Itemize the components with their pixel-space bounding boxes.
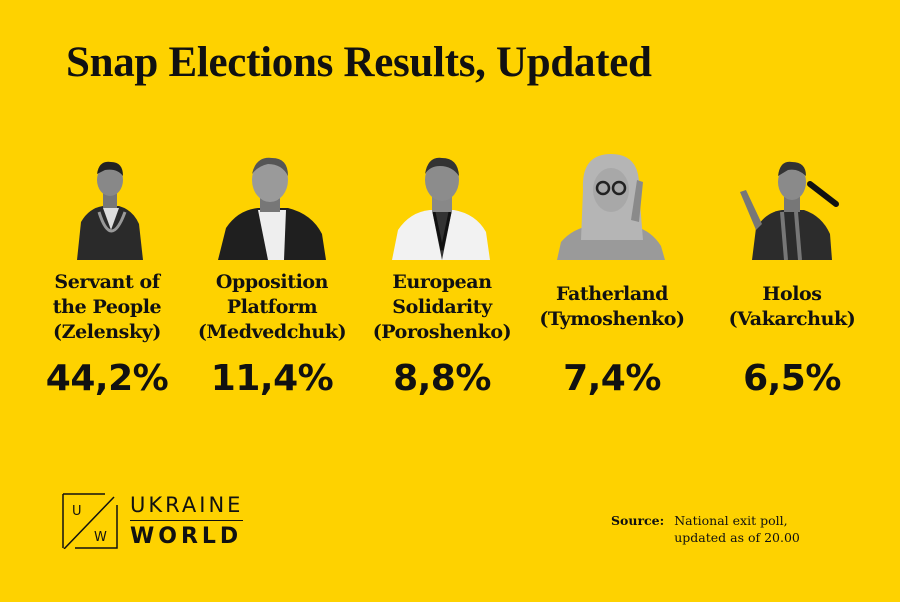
page-title: Snap Elections Results, Updated bbox=[66, 39, 652, 86]
party-name: Opposition Platform (Medvedchuk) bbox=[197, 270, 347, 343]
party-name: European Solidarity (Poroshenko) bbox=[372, 270, 512, 343]
candidate-photo-vakarchuk bbox=[732, 150, 852, 260]
vote-percent: 6,5% bbox=[743, 358, 841, 399]
party-name: Servant of the People (Zelensky) bbox=[52, 270, 162, 343]
vote-percent: 44,2% bbox=[45, 358, 169, 399]
party-column-european-solidarity: European Solidarity (Poroshenko) 8,8% bbox=[352, 150, 532, 399]
candidate-photo-tymoshenko bbox=[547, 150, 677, 260]
party-name: Fatherland (Tymoshenko) bbox=[539, 283, 685, 330]
uw-logo-mark-icon: U W bbox=[62, 493, 118, 550]
svg-text:W: W bbox=[94, 530, 107, 545]
party-column-opposition-platform: Opposition Platform (Medvedchuk) 11,4% bbox=[182, 150, 362, 399]
source-text: National exit poll, updated as of 20.00 bbox=[674, 513, 800, 545]
party-column-fatherland: Fatherland (Tymoshenko) 7,4% bbox=[522, 150, 702, 399]
candidate-photo-zelensky bbox=[59, 150, 155, 260]
candidate-photo-medvedchuk bbox=[212, 150, 332, 260]
logo-wordmark: UKRAINE WORLD bbox=[130, 493, 244, 549]
party-column-holos: Holos (Vakarchuk) 6,5% bbox=[702, 150, 882, 399]
vote-percent: 7,4% bbox=[563, 358, 661, 399]
vote-percent: 11,4% bbox=[210, 358, 334, 399]
candidate-photo-poroshenko bbox=[382, 150, 502, 260]
ukraine-world-logo: U W UKRAINE WORLD bbox=[62, 493, 244, 550]
source-note: Source: National exit poll, updated as o… bbox=[611, 512, 800, 546]
party-name: Holos (Vakarchuk) bbox=[728, 283, 856, 330]
vote-percent: 8,8% bbox=[393, 358, 491, 399]
logo-line1: UKRAINE bbox=[130, 493, 244, 521]
source-label: Source: bbox=[611, 513, 665, 528]
logo-line2: WORLD bbox=[130, 524, 243, 549]
svg-text:U: U bbox=[72, 504, 82, 519]
party-column-servant-of-the-people: Servant of the People (Zelensky) 44,2% bbox=[17, 150, 197, 399]
